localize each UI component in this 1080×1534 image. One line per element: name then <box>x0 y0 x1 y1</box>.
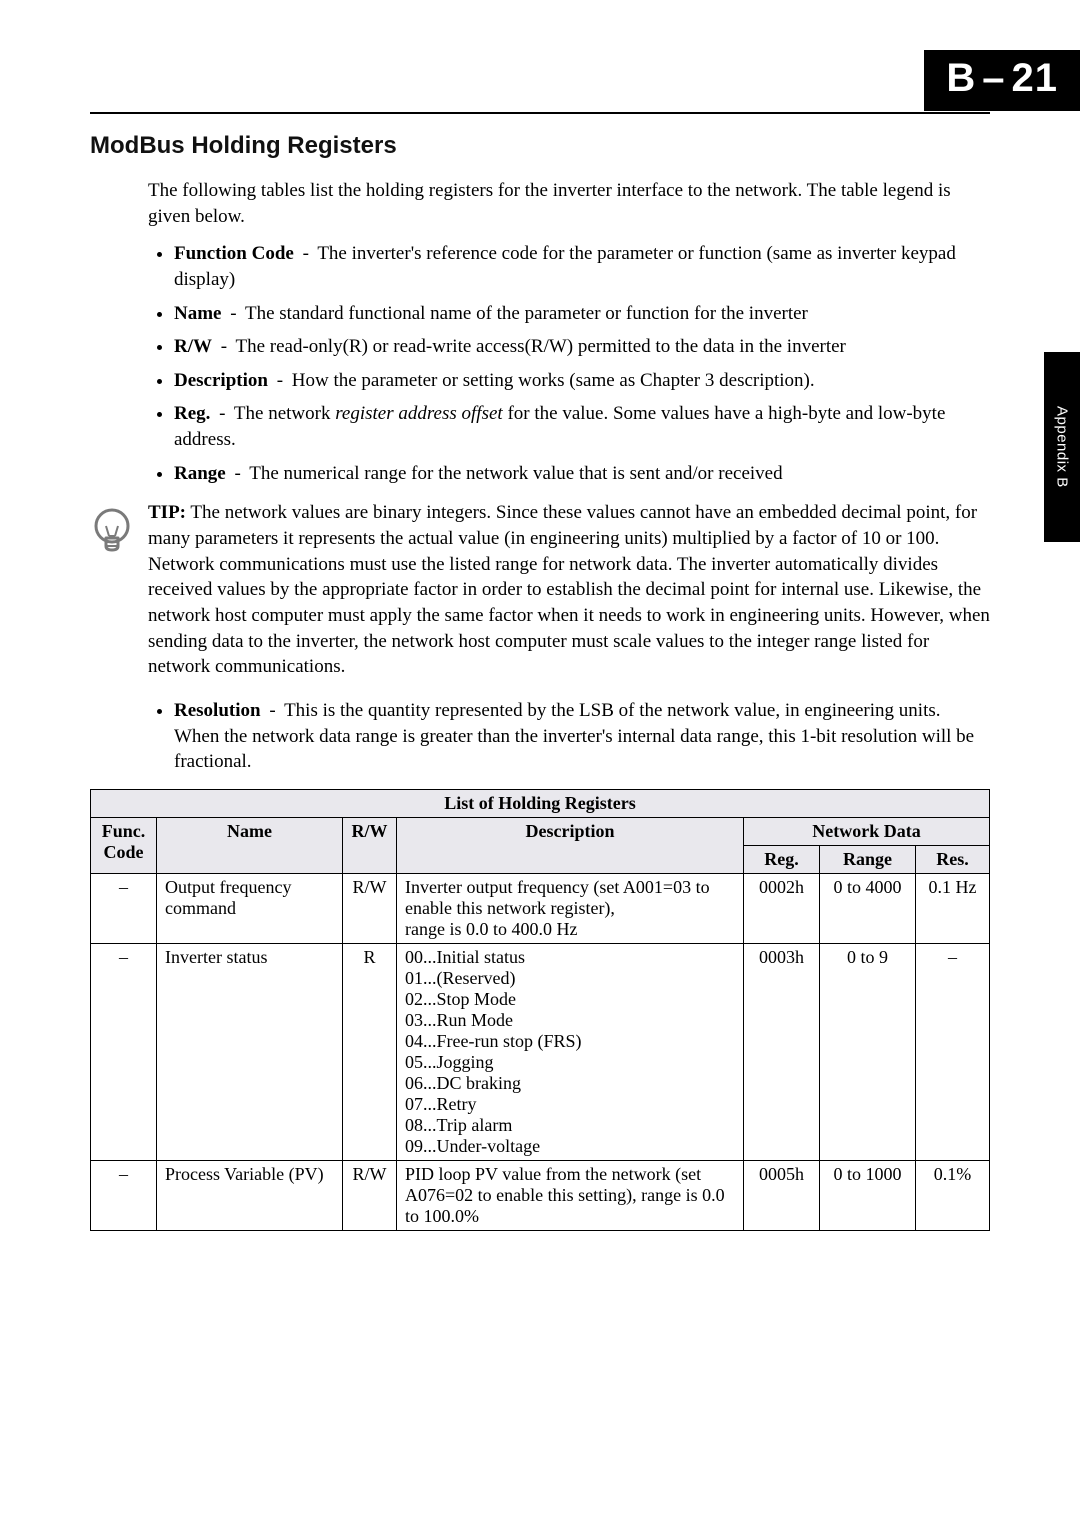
cell-desc: 00...Initial status 01...(Reserved) 02..… <box>397 943 744 1160</box>
th-reg: Reg. <box>744 845 820 873</box>
legend-text-pre: The network <box>234 403 335 424</box>
table-title: List of Holding Registers <box>91 789 990 817</box>
desc-line: Inverter output frequency (set A001=03 t… <box>405 877 735 919</box>
legend-term: Name <box>174 303 221 324</box>
legend-term: Reg. <box>174 403 210 424</box>
page-badge-dash: – <box>976 56 1011 100</box>
desc-line: PID loop PV value from the network (set … <box>405 1164 735 1227</box>
legend-sep: - <box>226 303 240 324</box>
legend-text: How the parameter or setting works (same… <box>292 370 815 391</box>
desc-line: 05...Jogging <box>405 1052 735 1073</box>
legend-text: The numerical range for the network valu… <box>249 463 782 484</box>
desc-line: 02...Stop Mode <box>405 989 735 1010</box>
table-row: – Inverter status R 00...Initial status … <box>91 943 990 1160</box>
legend-list-2: Resolution - This is the quantity repres… <box>148 698 990 775</box>
cell-res: 0.1% <box>916 1160 990 1230</box>
legend-sep: - <box>215 403 229 424</box>
cell-res: 0.1 Hz <box>916 873 990 943</box>
cell-reg: 0003h <box>744 943 820 1160</box>
cell-range: 0 to 1000 <box>820 1160 916 1230</box>
legend-term: Description <box>174 370 268 391</box>
legend-sep: - <box>265 700 279 721</box>
legend-item: Resolution - This is the quantity repres… <box>174 698 990 775</box>
legend-text: The standard functional name of the para… <box>245 303 808 324</box>
cell-reg: 0002h <box>744 873 820 943</box>
legend-sep: - <box>299 243 313 264</box>
table-row: – Output frequency command R/W Inverter … <box>91 873 990 943</box>
page-badge-number: 21 <box>1012 56 1059 100</box>
cell-func: – <box>91 1160 157 1230</box>
legend-item: Range - The numerical range for the netw… <box>174 461 990 487</box>
legend-list: Function Code - The inverter's reference… <box>148 241 990 486</box>
page: B–21 Appendix B ModBus Holding Registers… <box>0 0 1080 1291</box>
desc-line: 07...Retry <box>405 1094 735 1115</box>
page-number-badge: B–21 <box>924 50 1080 111</box>
body-column: The following tables list the holding re… <box>148 178 990 486</box>
cell-rw: R <box>343 943 397 1160</box>
legend-text: This is the quantity represented by the … <box>174 700 974 772</box>
th-name: Name <box>157 817 343 873</box>
legend-item: Name - The standard functional name of t… <box>174 301 990 327</box>
header-rule <box>90 112 990 114</box>
cell-func: – <box>91 943 157 1160</box>
cell-reg: 0005h <box>744 1160 820 1230</box>
legend-item: Function Code - The inverter's reference… <box>174 241 990 292</box>
desc-line: 09...Under-voltage <box>405 1136 735 1157</box>
legend-term: Range <box>174 463 226 484</box>
legend-item: R/W - The read-only(R) or read-write acc… <box>174 334 990 360</box>
legend-term: R/W <box>174 336 212 357</box>
lightbulb-icon <box>90 500 134 562</box>
cell-rw: R/W <box>343 1160 397 1230</box>
holding-registers-table: List of Holding Registers Func. Code Nam… <box>90 789 990 1231</box>
th-description: Description <box>397 817 744 873</box>
legend-sep: - <box>217 336 231 357</box>
legend-term: Resolution <box>174 700 261 721</box>
cell-range: 0 to 4000 <box>820 873 916 943</box>
tip-body: The network values are binary integers. … <box>148 502 990 677</box>
desc-line: 08...Trip alarm <box>405 1115 735 1136</box>
th-func-code: Func. Code <box>91 817 157 873</box>
cell-rw: R/W <box>343 873 397 943</box>
section-title: ModBus Holding Registers <box>90 132 990 160</box>
cell-name: Inverter status <box>157 943 343 1160</box>
desc-line: 03...Run Mode <box>405 1010 735 1031</box>
side-tab-appendix: Appendix B <box>1044 352 1080 542</box>
cell-desc: Inverter output frequency (set A001=03 t… <box>397 873 744 943</box>
cell-name: Process Variable (PV) <box>157 1160 343 1230</box>
table-row: – Process Variable (PV) R/W PID loop PV … <box>91 1160 990 1230</box>
table-body: – Output frequency command R/W Inverter … <box>91 873 990 1230</box>
desc-line: 01...(Reserved) <box>405 968 735 989</box>
cell-func: – <box>91 873 157 943</box>
intro-paragraph: The following tables list the holding re… <box>148 178 990 229</box>
cell-desc: PID loop PV value from the network (set … <box>397 1160 744 1230</box>
legend-sep: - <box>273 370 287 391</box>
desc-line: 00...Initial status <box>405 947 735 968</box>
desc-line: 04...Free-run stop (FRS) <box>405 1031 735 1052</box>
legend-text-italic: register address offset <box>335 403 502 424</box>
desc-line: range is 0.0 to 400.0 Hz <box>405 919 735 940</box>
legend-term: Function Code <box>174 243 294 264</box>
legend-sep: - <box>230 463 244 484</box>
cell-name: Output frequency command <box>157 873 343 943</box>
tip-text: TIP: The network values are binary integ… <box>148 500 990 679</box>
page-badge-prefix: B <box>946 56 976 100</box>
th-res: Res. <box>916 845 990 873</box>
desc-line: 06...DC braking <box>405 1073 735 1094</box>
body-column-2: Resolution - This is the quantity repres… <box>148 698 990 775</box>
side-tab-label: Appendix B <box>1054 406 1071 488</box>
tip-block: TIP: The network values are binary integ… <box>90 500 990 679</box>
legend-text: The read-only(R) or read-write access(R/… <box>236 336 846 357</box>
cell-res: – <box>916 943 990 1160</box>
tip-lead: TIP: <box>148 502 186 523</box>
th-rw: R/W <box>343 817 397 873</box>
cell-range: 0 to 9 <box>820 943 916 1160</box>
legend-item: Description - How the parameter or setti… <box>174 368 990 394</box>
th-network-data: Network Data <box>744 817 990 845</box>
legend-item: Reg. - The network register address offs… <box>174 401 990 452</box>
th-range: Range <box>820 845 916 873</box>
